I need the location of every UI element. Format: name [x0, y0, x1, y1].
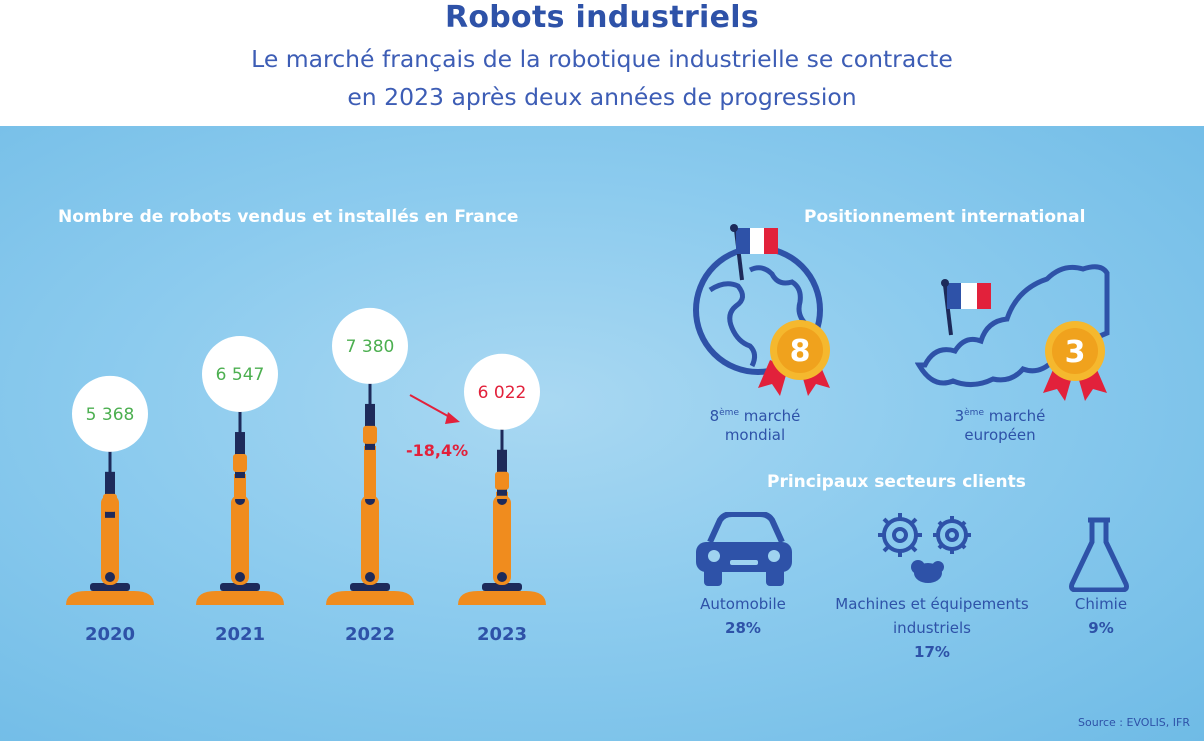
- year-label: 2023: [477, 624, 527, 645]
- europe-rank-sup: ème: [964, 408, 984, 418]
- header: Robots industriels Le marché français de…: [0, 0, 1204, 126]
- sector-machines-label2: industriels: [893, 619, 971, 637]
- robot-wrist: [233, 454, 247, 473]
- gears-icon: [878, 513, 971, 583]
- robot-upper-arm: [364, 445, 376, 499]
- robot-base: [66, 591, 154, 605]
- robot-joint: [497, 572, 507, 582]
- value-label: 7 380: [346, 337, 395, 357]
- value-bubble: [464, 353, 540, 430]
- value-label: 6 022: [478, 383, 527, 403]
- value-bubble: [332, 307, 408, 384]
- robot-base-ring: [220, 583, 260, 591]
- sector-automobile-label: Automobile: [700, 595, 786, 613]
- value-label: 5 368: [86, 405, 135, 425]
- robot-upper-arm: [234, 474, 246, 499]
- europe-map-icon: 3: [915, 264, 1110, 401]
- europe-rank-number: 3: [1065, 335, 1086, 370]
- robot-joint: [105, 572, 115, 582]
- europe-rank-line1: marché: [988, 407, 1046, 425]
- page-title: Robots industriels: [444, 0, 760, 35]
- robots-chart: 5 368 2020 6 547 2021 7 380 2022 6 022 2023 -18,…: [66, 307, 546, 645]
- world-rank-value: 8: [709, 407, 720, 425]
- robot-lower-arm: [493, 495, 511, 585]
- europe-rank-text: 3ème marché européen: [935, 404, 1065, 445]
- positioning-title: Positionnement international: [804, 207, 1086, 227]
- robot-base-ring: [90, 583, 130, 591]
- robot-base-ring: [482, 583, 522, 591]
- robot-lower-arm: [361, 495, 379, 585]
- flask-icon: [1069, 517, 1129, 592]
- sector-automobile: Automobile 28%: [680, 592, 806, 640]
- world-globe-icon: 8: [693, 224, 830, 396]
- sector-automobile-pct: 28%: [725, 619, 761, 637]
- sector-machines: Machines et équipements industriels 17%: [812, 592, 1052, 664]
- decline-arrowhead: [445, 412, 460, 424]
- robot-base-ring: [350, 583, 390, 591]
- robot-joint: [365, 572, 375, 582]
- decline-annotation: -18,4%: [406, 441, 468, 460]
- sector-machines-label: Machines et équipements: [835, 595, 1029, 613]
- robot-wrist: [363, 425, 377, 444]
- world-rank-line2: mondial: [724, 426, 786, 444]
- source-note: Source : EVOLIS, IFR: [1078, 716, 1190, 729]
- robot-base: [326, 591, 414, 605]
- year-label: 2022: [345, 624, 395, 645]
- chart-title: Nombre de robots vendus et installés en …: [58, 207, 519, 227]
- world-rank-text: 8ème marché mondial: [690, 404, 820, 445]
- infographic-panel: [0, 126, 1204, 741]
- world-rank-sup: ème: [719, 408, 739, 418]
- robot-wrist: [495, 471, 509, 490]
- value-label: 6 547: [216, 365, 265, 385]
- subtitle-line-2: en 2023 après deux années de progression: [347, 83, 857, 111]
- robot-base: [196, 591, 284, 605]
- sectors-title: Principaux secteurs clients: [767, 472, 1026, 492]
- value-bubble: [72, 375, 148, 452]
- europe-rank-value: 3: [954, 407, 965, 425]
- sector-chimie-label: Chimie: [1074, 595, 1128, 613]
- year-label: 2020: [85, 624, 135, 645]
- robot-joint: [235, 572, 245, 582]
- robot-wrist: [103, 493, 117, 512]
- subtitle-line-1: Le marché français de la robotique indus…: [251, 45, 953, 73]
- page-subtitle: Le marché français de la robotique indus…: [100, 40, 1104, 116]
- value-bubble: [202, 336, 278, 413]
- world-rank-line1: marché: [743, 407, 801, 425]
- robot-base: [458, 591, 546, 605]
- europe-rank-line2: européen: [964, 426, 1036, 444]
- sector-machines-pct: 17%: [914, 643, 950, 661]
- robot-lower-arm: [231, 495, 249, 585]
- sector-chimie-pct: 9%: [1088, 619, 1114, 637]
- car-icon: [696, 512, 792, 586]
- world-rank-number: 8: [790, 334, 811, 369]
- year-label: 2021: [215, 624, 265, 645]
- sector-chimie: Chimie 9%: [1058, 592, 1144, 640]
